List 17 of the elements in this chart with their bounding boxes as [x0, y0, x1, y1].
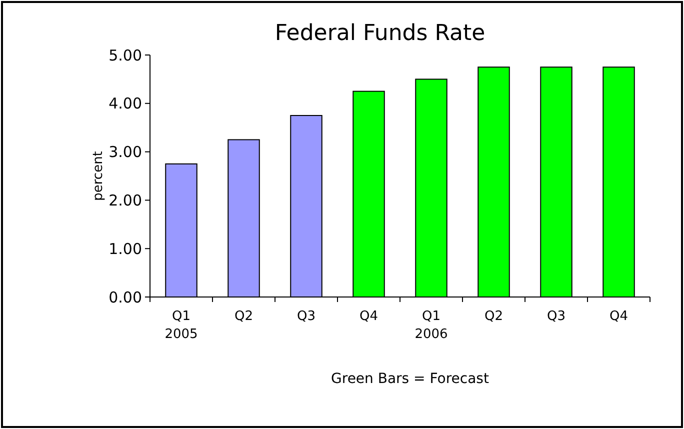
x-tick-label: Q3 [546, 309, 566, 324]
x-tick-label: Q4 [359, 309, 378, 324]
x-tick-label: Q1 2005 [164, 309, 198, 342]
y-tick-label: 2.00 [108, 191, 142, 210]
y-tick-label: 3.00 [108, 143, 142, 162]
chart-title: Federal Funds Rate [274, 21, 486, 46]
x-tick-label: Q1 2006 [414, 309, 448, 342]
y-axis-title: percent [91, 151, 106, 201]
y-tick-label: 4.00 [108, 94, 142, 113]
text: Green Bars = Forecast [331, 371, 490, 387]
y-tick-label: 1.00 [108, 240, 142, 258]
y-tick-label: 0.00 [108, 288, 142, 306]
x-tick-label: Q4 [609, 309, 628, 324]
y-tick-label: 5.00 [108, 46, 142, 64]
x-tick-label: Q3 [296, 309, 316, 324]
x-tick-label: Q2 [234, 309, 254, 324]
x-tick-label: Q2 [484, 309, 504, 324]
